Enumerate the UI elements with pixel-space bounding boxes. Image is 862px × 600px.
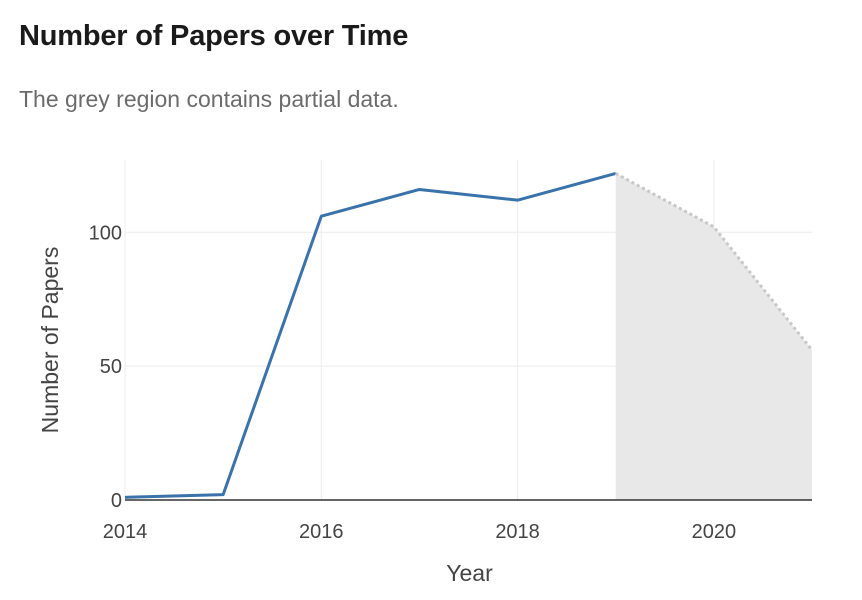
tick-labels: 2014 2016 2018 2020 0 50 100 [89, 222, 736, 543]
x-tick-label: 2014 [103, 521, 148, 543]
y-tick-label: 100 [89, 222, 122, 244]
y-axis-title: Number of Papers [37, 247, 63, 434]
series-layer [124, 171, 814, 499]
x-tick-label: 2020 [692, 521, 737, 543]
chart-subtitle: The grey region contains partial data. [19, 86, 399, 112]
partial-data-line [614, 172, 814, 352]
partial-data-region [615, 173, 812, 500]
partial-data-shade [615, 173, 812, 500]
x-axis-title: Year [446, 560, 493, 586]
series-line [124, 171, 617, 499]
x-tick-label: 2016 [299, 521, 344, 543]
y-tick-label: 50 [100, 356, 122, 378]
x-tick-label: 2018 [495, 521, 540, 543]
chart-title: Number of Papers over Time [19, 20, 409, 52]
y-tick-label: 0 [111, 490, 122, 512]
